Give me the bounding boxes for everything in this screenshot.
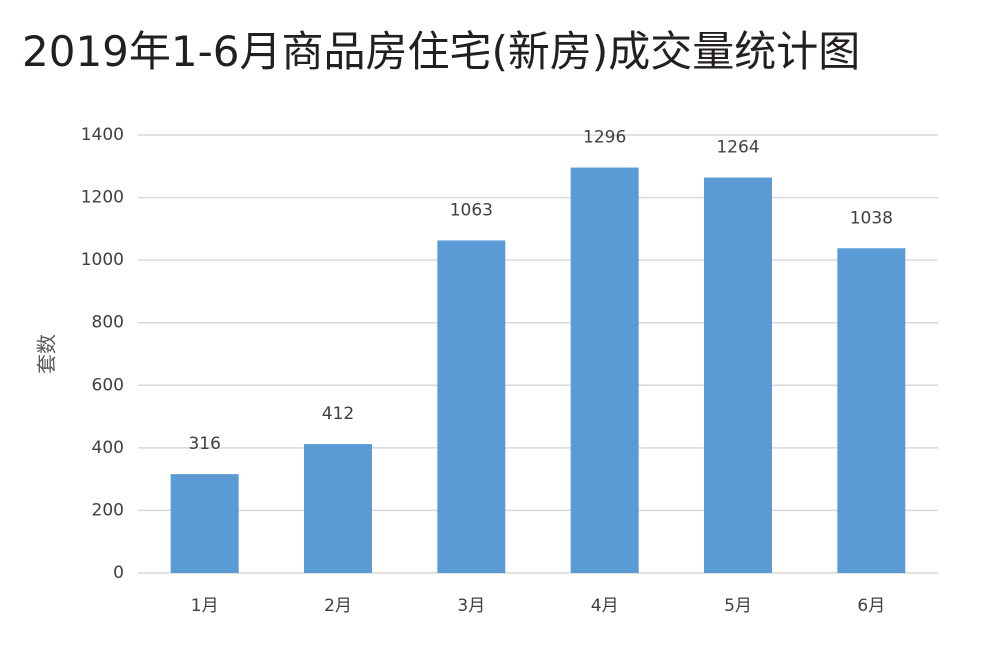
y-tick-label: 600 (92, 375, 124, 395)
data-label: 1063 (450, 200, 493, 220)
data-label: 316 (188, 434, 220, 454)
x-tick-label: 3月 (457, 596, 485, 616)
y-tick-label: 0 (113, 563, 124, 583)
data-label: 1296 (583, 128, 626, 148)
bar (170, 474, 239, 573)
x-tick-label: 2月 (324, 596, 352, 616)
x-tick-label: 1月 (191, 596, 219, 616)
data-label: 1038 (850, 208, 893, 228)
data-label: 412 (322, 404, 354, 424)
y-tick-label: 200 (92, 500, 124, 520)
y-tick-label: 1000 (81, 250, 124, 270)
y-tick-label: 800 (92, 313, 124, 333)
data-label: 1264 (716, 138, 759, 158)
x-tick-label: 4月 (591, 596, 619, 616)
y-tick-label: 400 (92, 438, 124, 458)
chart-title: 2019年1-6月商品房住宅(新房)成交量统计图 (22, 27, 860, 76)
x-tick-label: 5月 (724, 596, 752, 616)
x-tick-label: 6月 (857, 596, 885, 616)
y-tick-label: 1200 (81, 188, 124, 208)
bar (570, 167, 639, 573)
y-tick-label: 1400 (81, 125, 124, 145)
y-axis-label: 套数 (35, 334, 59, 374)
bar (837, 248, 906, 574)
bar (304, 444, 372, 573)
bar (437, 240, 506, 573)
bar (704, 177, 772, 573)
